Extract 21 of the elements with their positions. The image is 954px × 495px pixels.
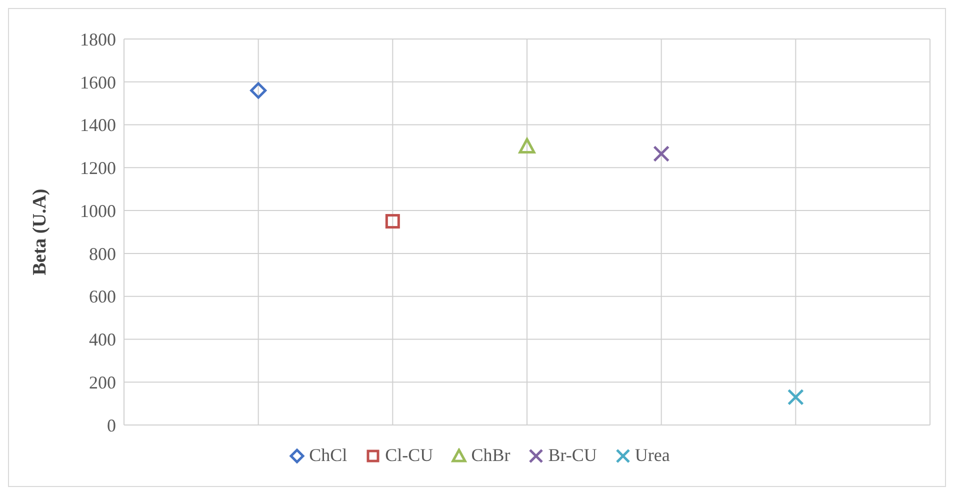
y-tick-label: 1400 xyxy=(80,115,116,136)
y-tick-label: 1800 xyxy=(80,29,116,50)
y-tick-label: 200 xyxy=(89,372,116,392)
legend-label: Urea xyxy=(634,445,670,466)
legend-label: Br-CU xyxy=(548,445,597,466)
point xyxy=(385,214,400,229)
y-tick-label: 1600 xyxy=(80,72,116,92)
y-tick-label: 1200 xyxy=(80,158,116,178)
y-tick-label: 800 xyxy=(89,244,116,264)
point xyxy=(518,138,536,154)
legend-label: ChBr xyxy=(471,445,510,466)
point xyxy=(653,145,670,162)
y-axis-title: Beta (U.A) xyxy=(30,188,51,276)
y-tick-label: 1000 xyxy=(80,200,116,221)
y-tick-label: 600 xyxy=(89,286,116,307)
y-tick-label: 400 xyxy=(89,330,116,350)
y-tick-label: 0 xyxy=(107,415,116,436)
legend-label: ChCl xyxy=(309,445,348,466)
legend-label: Cl-CU xyxy=(385,445,434,466)
point xyxy=(250,82,267,99)
point xyxy=(787,388,804,406)
